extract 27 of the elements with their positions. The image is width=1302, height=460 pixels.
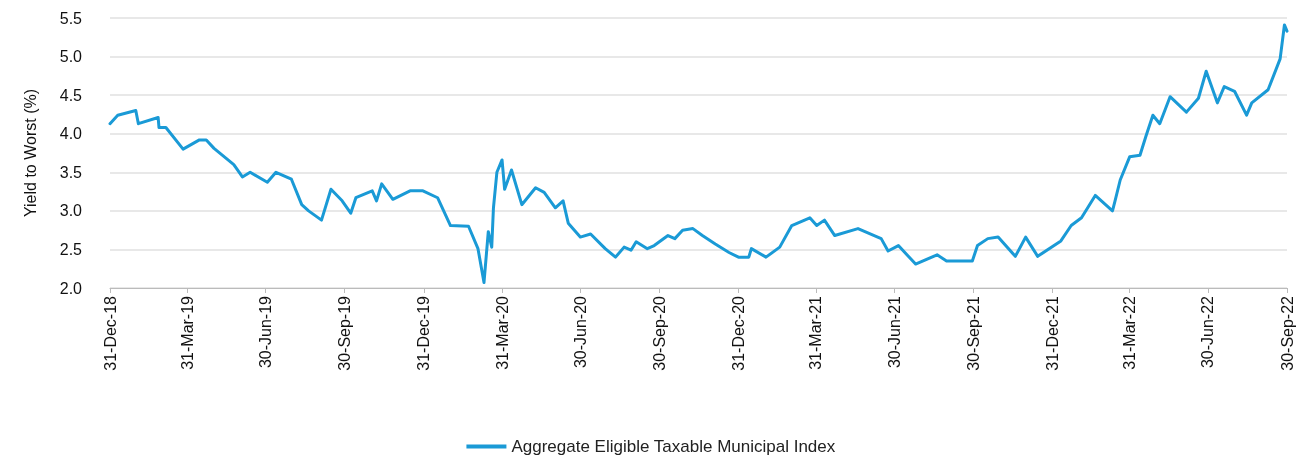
y-tick-label: 5.0 xyxy=(59,48,83,66)
x-tick-label: 31-Mar-22 xyxy=(1121,295,1139,370)
y-tick-label: 2.5 xyxy=(59,240,83,258)
x-tick-label: 31-Mar-21 xyxy=(807,295,825,370)
x-tick-label: 30-Jun-20 xyxy=(571,295,589,369)
x-tick-label: 31-Dec-19 xyxy=(415,295,433,371)
x-tick-label: 30-Sep-21 xyxy=(964,295,982,371)
legend-label: Aggregate Eligible Taxable Municipal Index xyxy=(511,437,836,456)
y-tick-label: 3.0 xyxy=(59,202,83,220)
y-tick-label: 4.0 xyxy=(59,125,83,143)
y-tick-label: 5.5 xyxy=(59,9,83,27)
x-tick-label: 31-Mar-20 xyxy=(493,295,511,370)
y-tick-label: 4.5 xyxy=(59,86,83,104)
x-tick-label: 30-Jun-19 xyxy=(257,295,275,369)
x-tick-label: 30-Sep-20 xyxy=(650,295,668,371)
x-tick-label: 31-Dec-20 xyxy=(729,295,747,371)
x-tick-label: 31-Dec-21 xyxy=(1043,295,1061,371)
y-axis-title: Yield to Worst (%) xyxy=(21,88,39,218)
x-tick-label: 30-Jun-21 xyxy=(885,295,903,369)
x-tick-label: 31-Dec-18 xyxy=(101,295,119,371)
x-tick-label: 30-Sep-22 xyxy=(1278,295,1296,371)
x-tick-label: 31-Mar-19 xyxy=(178,295,196,370)
y-tick-label: 3.5 xyxy=(59,163,83,181)
y-tick-label: 2.0 xyxy=(59,279,83,297)
line-series xyxy=(108,23,1289,285)
x-tick-label: 30-Sep-19 xyxy=(336,295,354,371)
x-tick-label: 30-Jun-22 xyxy=(1199,295,1217,369)
